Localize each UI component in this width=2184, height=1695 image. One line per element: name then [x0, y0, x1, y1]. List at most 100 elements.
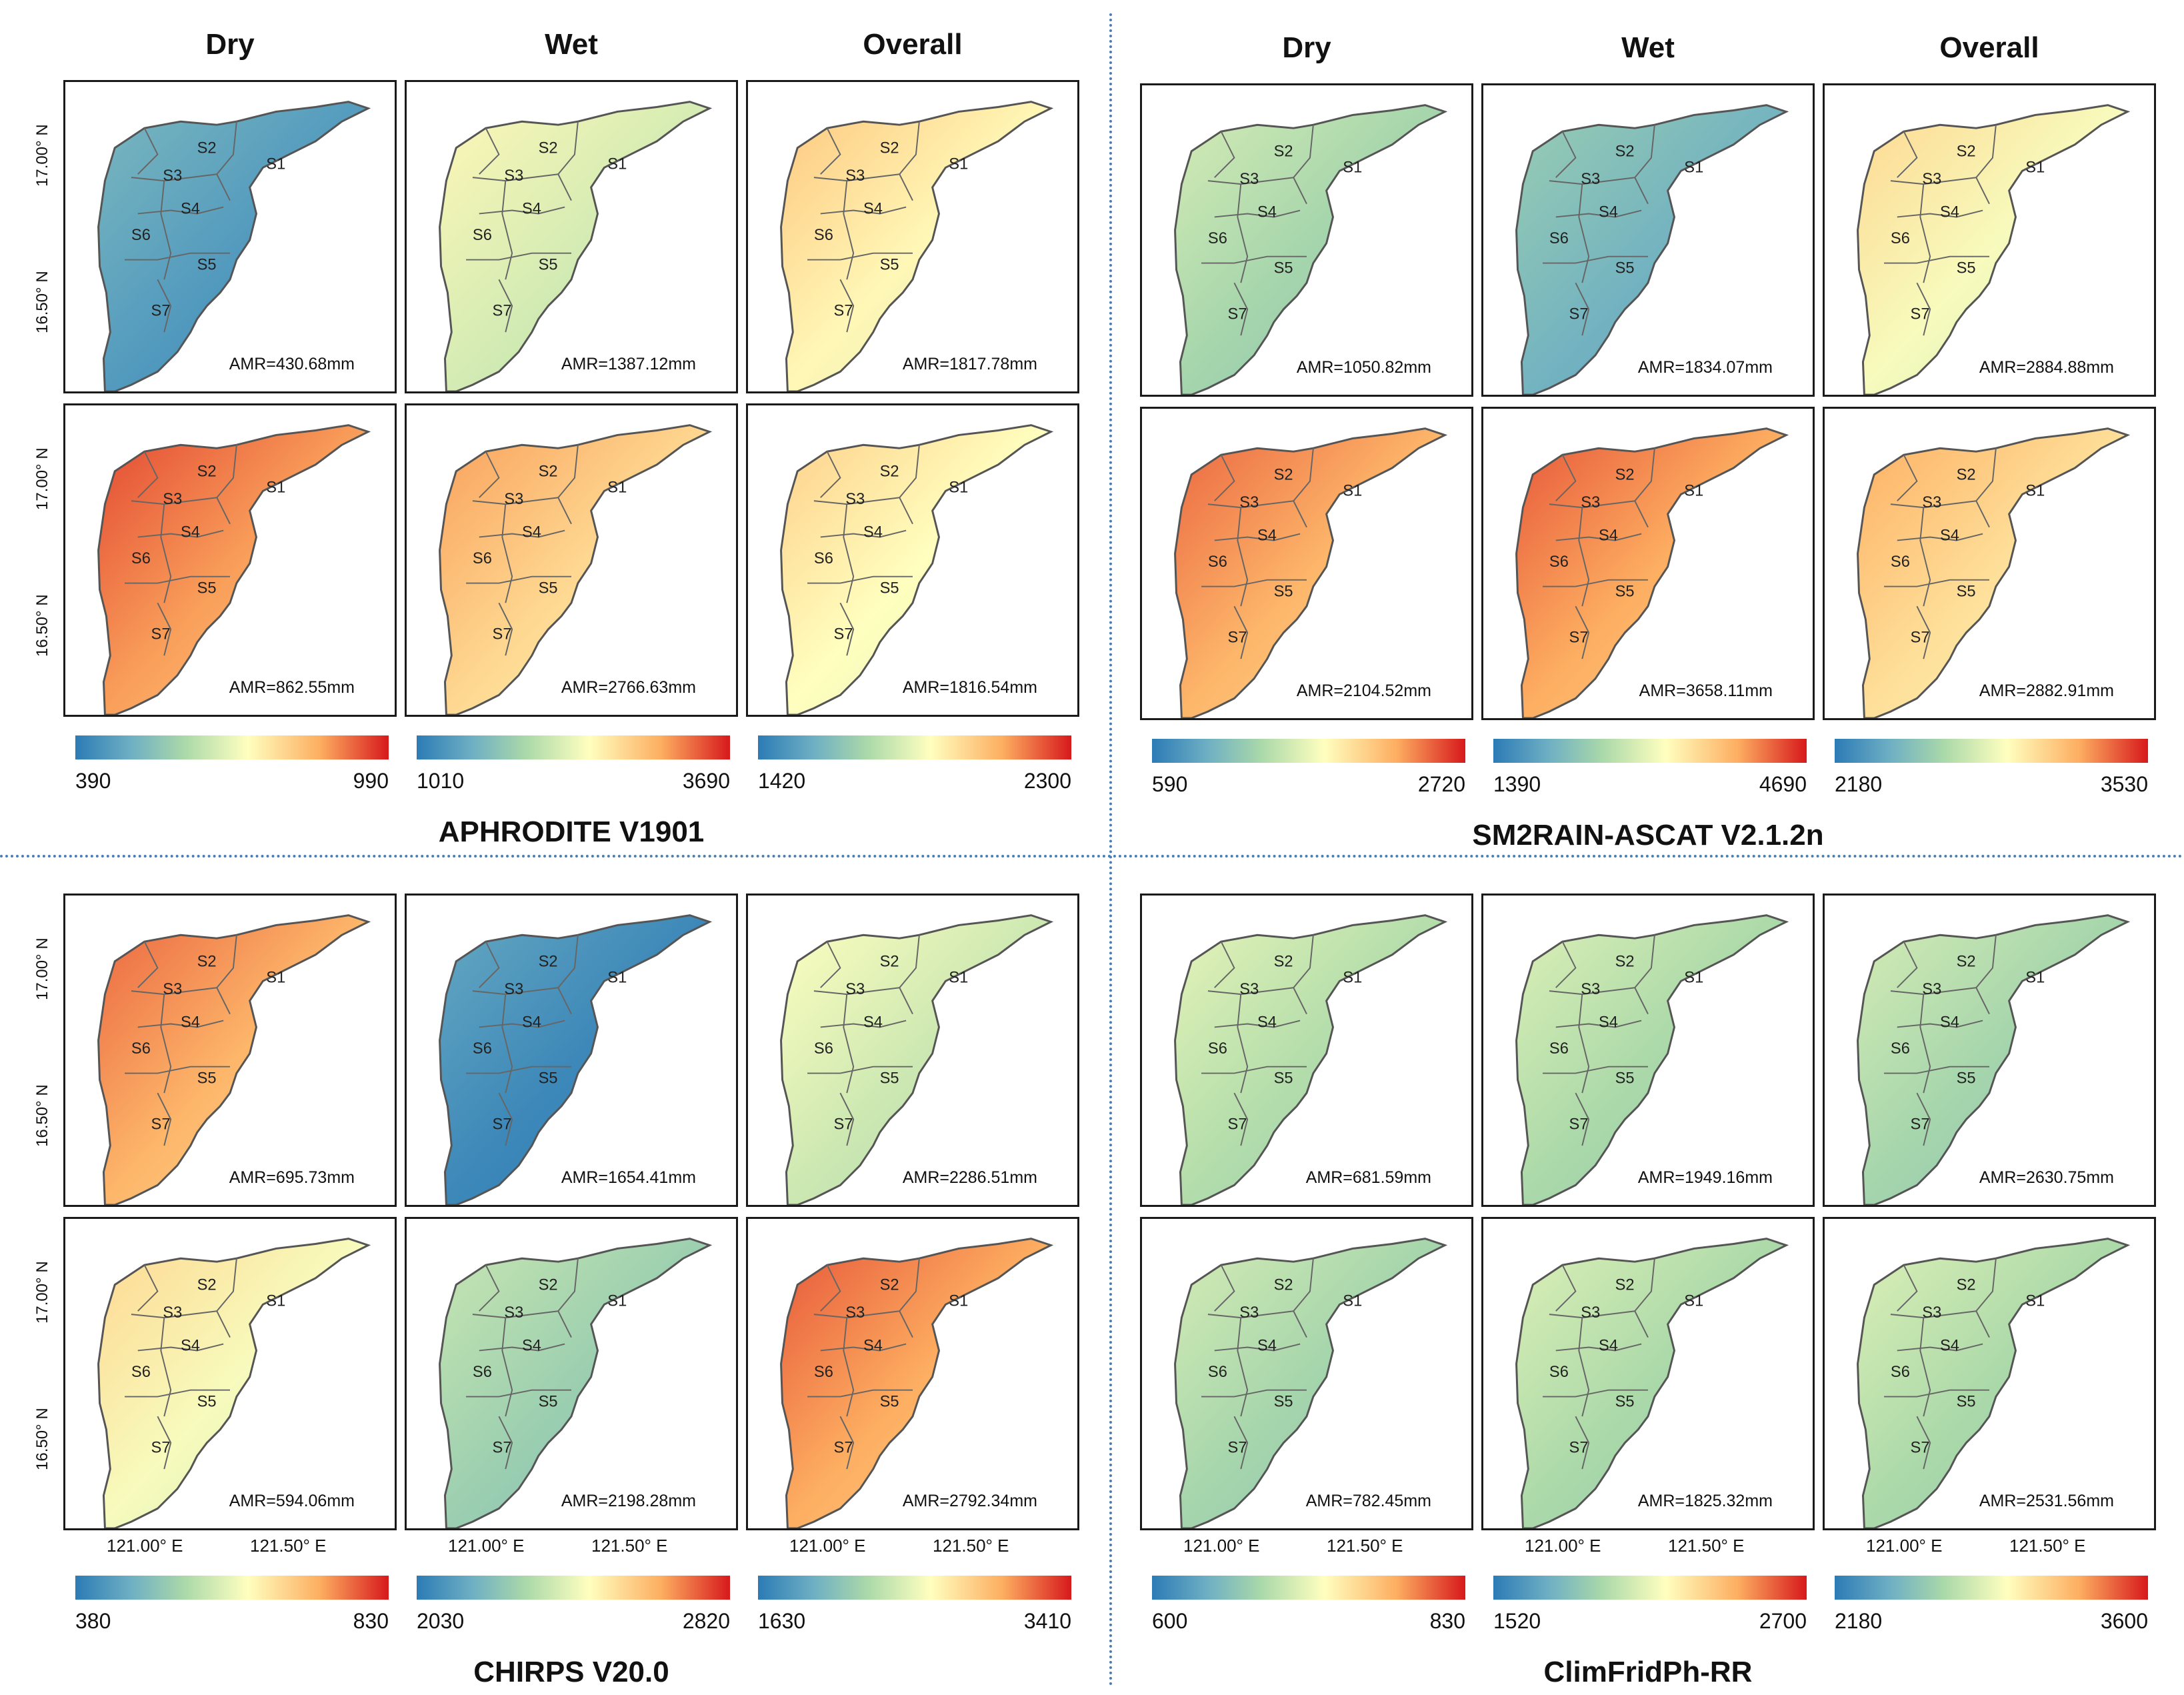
- subbasin-boundary: [820, 941, 841, 988]
- longitude-label: 121.00° E: [448, 1536, 525, 1556]
- subbasin-label: S1: [949, 479, 968, 496]
- subbasin-boundary: [1916, 605, 1931, 659]
- subbasin-label: S7: [1228, 305, 1247, 323]
- map-panel: S1 S2 S3 S4 S5 S6 S7 AMR=695.73mm: [63, 894, 397, 1207]
- subbasin-label: S3: [163, 981, 182, 998]
- subbasin-boundary: [131, 987, 217, 996]
- subbasin-boundary: [843, 180, 855, 280]
- subbasin-boundary: [1214, 1264, 1235, 1312]
- basin-map: S1 S2 S3 S4 S5 S6 S7: [1857, 104, 2131, 395]
- amr-value: AMR=2882.91mm: [1979, 681, 2114, 700]
- latitude-label: 17.00° N: [33, 1261, 51, 1324]
- latitude-label: 16.50° N: [33, 1408, 51, 1470]
- subbasin-boundary: [1549, 987, 1635, 996]
- subbasin-label: S3: [1922, 981, 1941, 998]
- subbasin-label: S1: [607, 969, 627, 986]
- subbasin-boundary: [1916, 282, 1931, 336]
- subbasin-label: S1: [1684, 969, 1703, 986]
- map-panel: S1 S2 S3 S4 S5 S6 S7 AMR=430.68mm: [63, 80, 397, 393]
- subbasin-label: S6: [1208, 1040, 1227, 1058]
- subbasin-label: S3: [1239, 981, 1259, 998]
- subbasin-label: S3: [163, 491, 182, 508]
- subbasin-label: S1: [1684, 1292, 1703, 1310]
- subbasin-boundary: [466, 1389, 571, 1398]
- subbasin-boundary: [137, 127, 159, 175]
- subbasin-label: S7: [1911, 305, 1930, 323]
- subbasin-label: S6: [1549, 553, 1569, 571]
- basin-outline: [1515, 427, 1789, 718]
- subbasin-label: S5: [880, 1393, 899, 1410]
- subbasin-label: S6: [473, 1040, 492, 1058]
- subbasin-boundary: [1578, 183, 1590, 283]
- subbasin-label: S7: [1228, 1439, 1247, 1456]
- amr-value: AMR=1817.78mm: [902, 355, 1037, 373]
- colorbar-max: 2700: [1759, 1609, 1807, 1633]
- subbasin-boundary: [501, 503, 513, 603]
- subbasin-boundary: [498, 1092, 513, 1146]
- subbasin-boundary: [1555, 131, 1577, 178]
- subbasin-boundary: [1884, 1066, 1989, 1074]
- colorbar-max: 3690: [682, 769, 730, 793]
- subbasin-label: S4: [1257, 527, 1277, 544]
- subbasin-boundary: [1543, 579, 1648, 587]
- subbasin-boundary: [1207, 500, 1294, 509]
- longitude-label: 121.50° E: [1327, 1536, 1403, 1556]
- subbasin-label: S3: [1239, 171, 1259, 188]
- subbasin-boundary: [137, 206, 224, 215]
- subbasin-boundary: [160, 1317, 172, 1417]
- subbasin-label: S3: [1581, 1304, 1600, 1322]
- subbasin-boundary: [557, 121, 579, 201]
- colorbar: [417, 1576, 730, 1600]
- subbasin-boundary: [1549, 500, 1635, 509]
- colorbar-max: 990: [353, 769, 389, 793]
- subbasin-label: S2: [1615, 143, 1635, 161]
- subbasin-boundary: [1543, 1066, 1648, 1074]
- horizontal-divider: [0, 855, 2184, 858]
- subbasin-label: S2: [539, 954, 558, 971]
- subbasin-label: S6: [1891, 553, 1910, 571]
- dataset-title: CHIRPS V20.0: [473, 1656, 669, 1688]
- column-heading: Overall: [1939, 31, 2039, 64]
- map-panel: S1 S2 S3 S4 S5 S6 S7 AMR=2630.75mm: [1823, 894, 2156, 1207]
- subbasin-label: S4: [181, 1014, 200, 1031]
- subbasin-label: S2: [539, 463, 558, 481]
- subbasin-boundary: [137, 1343, 224, 1352]
- subbasin-label: S4: [181, 200, 200, 217]
- subbasin-label: S4: [522, 1337, 541, 1354]
- subbasin-boundary: [1897, 1020, 1983, 1028]
- subbasin-boundary: [1555, 1264, 1577, 1312]
- subbasin-label: S6: [814, 227, 833, 244]
- colorbar-min: 600: [1152, 1609, 1188, 1633]
- subbasin-label: S1: [1684, 159, 1703, 176]
- dataset-title: APHRODITE V1901: [438, 815, 705, 848]
- map-panel: S1 S2 S3 S4 S5 S6 S7 AMR=2286.51mm: [746, 894, 1079, 1207]
- subbasin-boundary: [1884, 579, 1989, 587]
- subbasin-label: S3: [163, 167, 182, 185]
- subbasin-boundary: [899, 935, 920, 1015]
- subbasin-boundary: [472, 987, 559, 996]
- subbasin-label: S4: [1940, 527, 1959, 544]
- subbasin-boundary: [1555, 209, 1642, 218]
- subbasin-label: S2: [539, 1277, 558, 1294]
- subbasin-boundary: [216, 445, 237, 525]
- subbasin-label: S2: [1615, 467, 1635, 484]
- longitude-label: 121.00° E: [1866, 1536, 1943, 1556]
- subbasin-label: S4: [1599, 1014, 1618, 1031]
- map-panel: S1 S2 S3 S4 S5 S6 S7 AMR=1817.78mm: [746, 80, 1079, 393]
- subbasin-boundary: [1919, 507, 1931, 607]
- subbasin-label: S5: [1957, 1393, 1976, 1410]
- subbasin-boundary: [843, 994, 855, 1094]
- subbasin-label: S5: [1615, 1070, 1635, 1087]
- subbasin-boundary: [839, 1416, 855, 1470]
- subbasin-boundary: [1293, 125, 1314, 205]
- subbasin-boundary: [1207, 987, 1294, 996]
- amr-value: AMR=1816.54mm: [902, 678, 1037, 697]
- subbasin-boundary: [1897, 941, 1918, 988]
- subbasin-label: S4: [1599, 1337, 1618, 1354]
- subbasin-boundary: [137, 941, 159, 988]
- subbasin-boundary: [131, 497, 217, 505]
- subbasin-boundary: [557, 935, 579, 1015]
- subbasin-boundary: [157, 602, 172, 656]
- subbasin-label: S4: [863, 1337, 883, 1354]
- subbasin-boundary: [1634, 448, 1655, 528]
